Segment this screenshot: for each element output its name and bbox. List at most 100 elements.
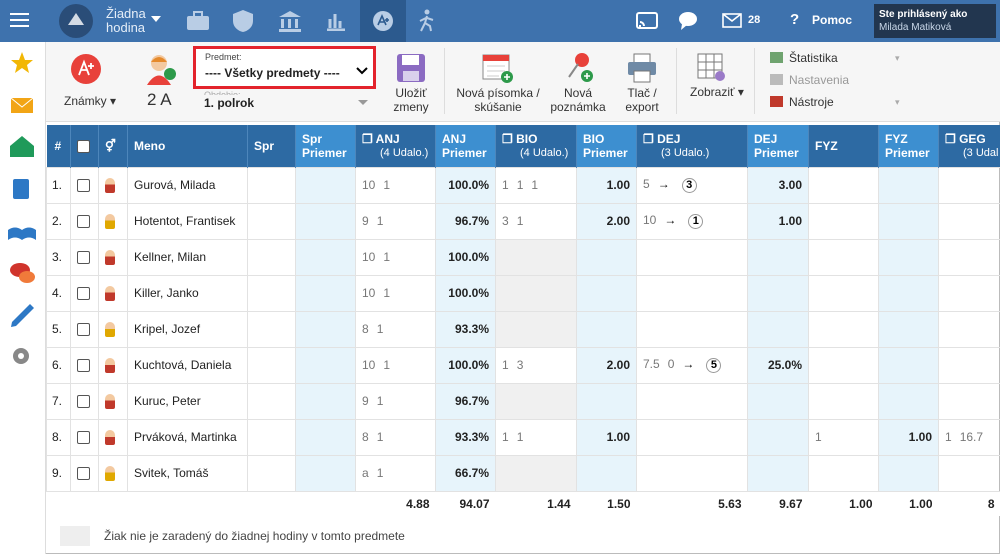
cell-spr-avg	[295, 274, 356, 312]
student-name[interactable]: Kripel, Jozef	[134, 322, 201, 336]
student-name[interactable]: Svitek, Tomáš	[134, 466, 209, 480]
subject-select[interactable]: Predmet: ---- Všetky predmety ----	[193, 46, 376, 89]
grade[interactable]: 1	[502, 178, 509, 192]
row-checkbox[interactable]	[77, 359, 90, 373]
cell-spr	[247, 454, 296, 492]
student-name[interactable]: Gurová, Milada	[134, 178, 216, 192]
grade[interactable]: 10	[643, 213, 657, 227]
grade[interactable]: 1	[516, 178, 524, 192]
grade[interactable]: 1	[945, 430, 952, 444]
select-all[interactable]	[77, 139, 90, 153]
grade[interactable]: 8	[362, 322, 369, 336]
row-checkbox[interactable]	[77, 179, 90, 193]
cell-geg	[938, 202, 1000, 240]
cell-name: Killer, Janko	[127, 274, 248, 312]
shield-icon[interactable]	[232, 9, 254, 33]
view-menu[interactable]: Zobraziť ▾	[690, 85, 744, 99]
grade[interactable]: 10	[362, 286, 376, 300]
grade[interactable]: 10	[362, 250, 376, 264]
walker-icon[interactable]	[416, 9, 438, 33]
average: 1.00	[606, 430, 630, 444]
grade[interactable]: 1	[815, 430, 822, 444]
user-box[interactable]: Ste prihlásený ako Milada Matiková	[874, 4, 996, 38]
student-name[interactable]: Kellner, Milan	[134, 250, 207, 264]
chart-icon[interactable]	[326, 11, 346, 31]
menu-item[interactable]: Nastavenia	[770, 72, 885, 94]
print-button[interactable]: Tlač / export	[625, 86, 659, 114]
average: 3.00	[778, 178, 802, 192]
cell-chk	[70, 454, 99, 492]
grade[interactable]: 1	[376, 466, 384, 480]
new-note-button[interactable]: Nová poznámka	[550, 86, 606, 114]
grade[interactable]: 3	[502, 214, 509, 228]
save-icon	[397, 54, 425, 82]
grade[interactable]: a	[362, 466, 369, 480]
footer-value: 9.67	[779, 496, 803, 511]
grade[interactable]: 5	[643, 177, 650, 191]
row-checkbox[interactable]	[77, 251, 90, 265]
grade[interactable]: 8	[362, 430, 369, 444]
mail-icon[interactable]	[722, 13, 742, 28]
grade[interactable]: 1	[531, 178, 539, 192]
row-checkbox[interactable]	[77, 431, 90, 445]
grades-button-icon[interactable]	[70, 53, 102, 85]
chat-icon[interactable]	[678, 10, 700, 32]
grade[interactable]: 10	[362, 358, 376, 372]
student-icon	[105, 285, 115, 301]
student-name[interactable]: Kuruc, Peter	[134, 394, 201, 408]
grade[interactable]: 9	[362, 394, 369, 408]
student-name[interactable]: Prváková, Martinka	[134, 430, 237, 444]
row-checkbox[interactable]	[77, 395, 90, 409]
grade[interactable]: 1	[383, 250, 391, 264]
grade[interactable]: 7.5	[643, 357, 660, 371]
grade[interactable]: 1	[516, 430, 524, 444]
menu-item[interactable]: Nástroje ▾	[770, 94, 900, 116]
row-checkbox[interactable]	[77, 215, 90, 229]
grade[interactable]: 1	[383, 286, 391, 300]
bank-icon[interactable]	[278, 10, 302, 32]
row-checkbox[interactable]	[77, 323, 90, 337]
period[interactable]: 1. polrok	[204, 96, 255, 110]
grade[interactable]: 3	[516, 358, 524, 372]
grade[interactable]: 1	[502, 358, 509, 372]
grade[interactable]: 1	[502, 430, 509, 444]
menu-item[interactable]: Štatistika ▾	[770, 50, 900, 72]
cast-icon[interactable]	[636, 12, 658, 30]
student-row: 4. Killer, Janko 10 1 100.0%	[46, 274, 1000, 312]
grade[interactable]: 9	[362, 214, 369, 228]
header-subtitle: (3 Udal	[963, 146, 999, 159]
cell-dej-avg	[747, 418, 809, 456]
grade[interactable]: 1	[376, 430, 384, 444]
grade[interactable]: 1	[376, 322, 384, 336]
briefcase-icon[interactable]	[186, 10, 210, 32]
menu-button[interactable]	[10, 11, 30, 29]
average: 1.00	[778, 214, 802, 228]
grades-menu[interactable]: Známky ▾	[64, 94, 117, 108]
row-number: 7.	[52, 394, 63, 408]
save-button[interactable]: Uložiť zmeny	[393, 86, 429, 114]
grade[interactable]: 1	[376, 214, 384, 228]
student-name[interactable]: Kuchtová, Daniela	[134, 358, 232, 372]
header-check	[70, 125, 99, 167]
cell-anj-avg: 100.0%	[435, 274, 496, 312]
grade[interactable]: 10	[362, 178, 376, 192]
grade[interactable]: 1	[383, 358, 391, 372]
student-name[interactable]: Killer, Janko	[134, 286, 199, 300]
new-test-button[interactable]: Nová písomka / skúšanie	[456, 86, 540, 114]
class[interactable]: 2 A	[147, 90, 172, 109]
lesson[interactable]: Žiadna hodina	[106, 6, 146, 35]
footer-cell	[295, 490, 356, 516]
grade[interactable]: 1	[376, 394, 384, 408]
cell-fyz-avg	[878, 382, 939, 420]
grade[interactable]: 1	[516, 214, 524, 228]
student-name[interactable]: Hotentot, Frantisek	[134, 214, 236, 228]
help[interactable]: Pomoc	[812, 13, 853, 27]
grade[interactable]: 0	[667, 357, 675, 371]
row-checkbox[interactable]	[77, 467, 90, 481]
cell-fyz-avg	[878, 346, 939, 384]
cell-dej	[636, 382, 748, 420]
grade[interactable]: 1	[383, 178, 391, 192]
grade[interactable]: 16.7	[959, 430, 984, 444]
row-checkbox[interactable]	[77, 287, 90, 301]
row-number: 2.	[52, 214, 63, 228]
